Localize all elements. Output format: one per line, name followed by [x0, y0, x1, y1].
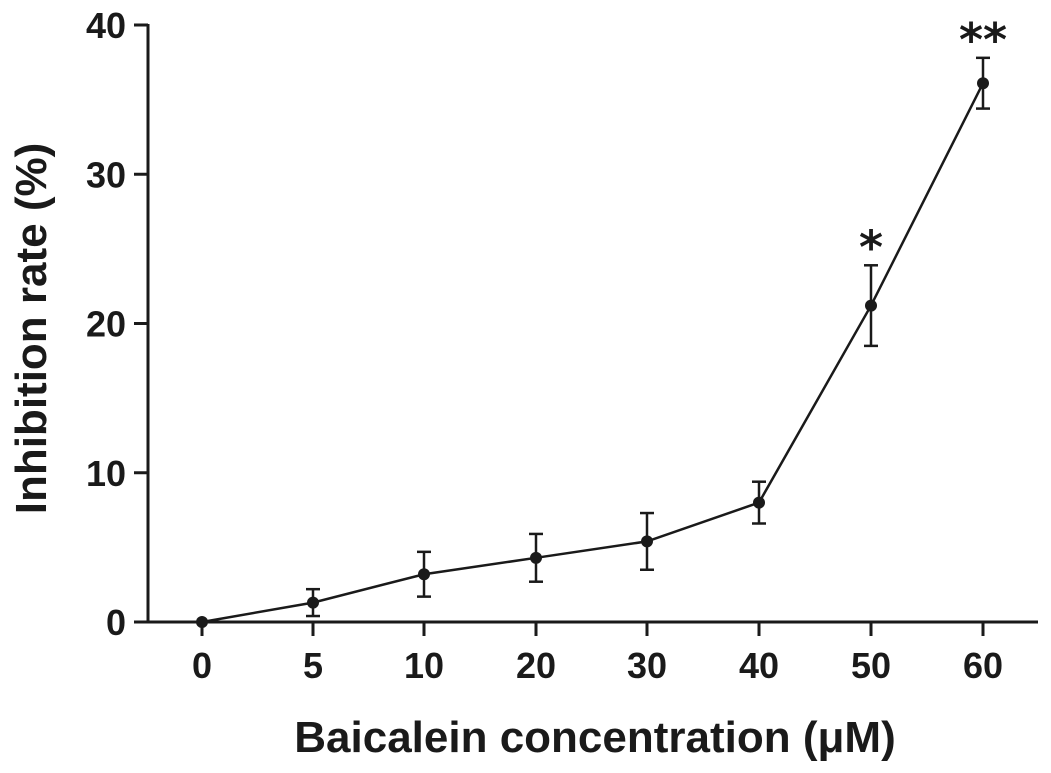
x-tick-label: 40	[739, 645, 779, 686]
x-tick-label: 10	[404, 645, 444, 686]
data-point	[977, 77, 989, 90]
data-point	[418, 568, 430, 581]
significance-marker: **	[959, 13, 1007, 67]
y-tick-label: 30	[86, 154, 126, 195]
x-tick-label: 50	[851, 645, 891, 686]
y-tick-label: 40	[86, 5, 126, 46]
x-tick-label: 20	[516, 645, 556, 686]
data-point	[641, 535, 653, 548]
axes	[146, 24, 1038, 624]
y-ticks: 0 10 20 30 40	[86, 5, 148, 643]
x-tick-label: 5	[303, 645, 323, 686]
x-tick-label: 30	[627, 645, 667, 686]
x-axis-title: Baicalein concentration (μM)	[294, 713, 895, 762]
data-point	[753, 496, 765, 509]
x-tick-label: 60	[963, 645, 1003, 686]
y-tick-label: 20	[86, 304, 126, 345]
x-ticks: 0 5 10 20 30 40 50 60	[192, 622, 1003, 686]
x-tick-label: 0	[192, 645, 212, 686]
y-tick-label: 10	[86, 453, 126, 494]
y-axis-title: Inhibition rate (%)	[7, 143, 56, 515]
data-point	[530, 551, 542, 564]
data-point	[307, 596, 319, 609]
data-point	[196, 616, 208, 628]
y-tick-label: 0	[106, 602, 126, 643]
data-point	[865, 299, 877, 312]
plot-area: ***	[196, 13, 1007, 628]
series-line	[201, 82, 985, 624]
significance-marker: *	[859, 220, 883, 274]
